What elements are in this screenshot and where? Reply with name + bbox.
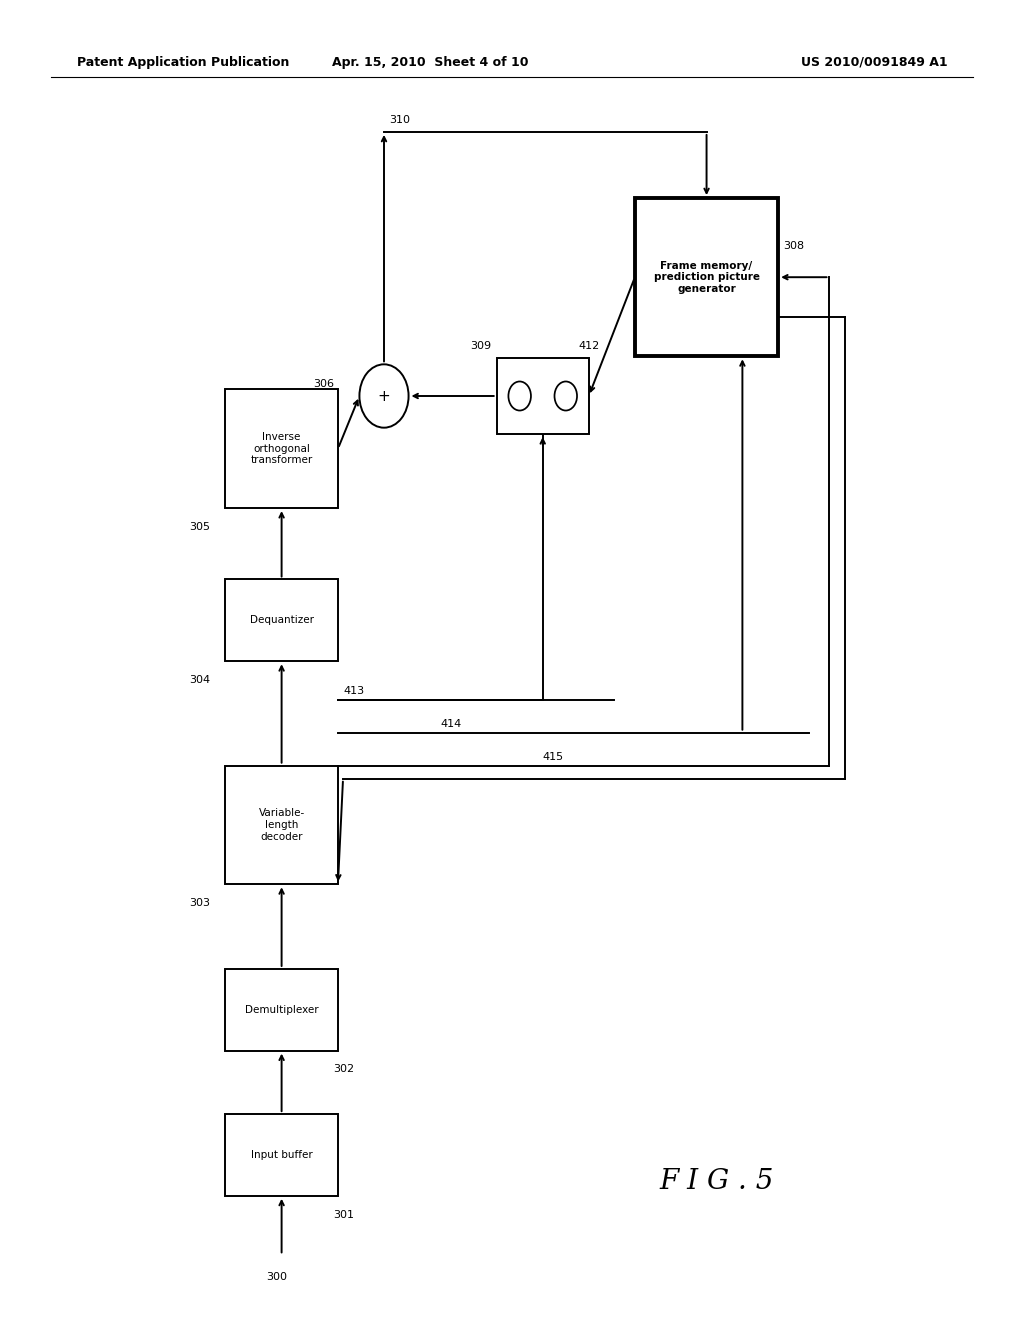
Text: Apr. 15, 2010  Sheet 4 of 10: Apr. 15, 2010 Sheet 4 of 10 xyxy=(332,55,528,69)
Text: Demultiplexer: Demultiplexer xyxy=(245,1005,318,1015)
Text: F I G . 5: F I G . 5 xyxy=(659,1168,774,1195)
Text: 309: 309 xyxy=(470,341,492,351)
Text: 303: 303 xyxy=(189,898,211,908)
Text: US 2010/0091849 A1: US 2010/0091849 A1 xyxy=(801,55,947,69)
Text: Input buffer: Input buffer xyxy=(251,1150,312,1160)
Text: Frame memory/
prediction picture
generator: Frame memory/ prediction picture generat… xyxy=(653,260,760,294)
Text: 414: 414 xyxy=(440,718,462,729)
Text: 305: 305 xyxy=(189,521,211,532)
Bar xyxy=(225,766,338,884)
Bar xyxy=(635,198,778,356)
Text: Patent Application Publication: Patent Application Publication xyxy=(77,55,289,69)
Bar xyxy=(225,389,338,508)
Text: Inverse
orthogonal
transformer: Inverse orthogonal transformer xyxy=(251,432,312,466)
Text: 302: 302 xyxy=(333,1064,354,1074)
Bar xyxy=(225,1114,338,1196)
Text: 300: 300 xyxy=(266,1271,288,1282)
Bar xyxy=(497,358,589,434)
Text: 413: 413 xyxy=(343,685,365,696)
Text: Dequantizer: Dequantizer xyxy=(250,615,313,626)
Text: 412: 412 xyxy=(579,341,600,351)
Text: Variable-
length
decoder: Variable- length decoder xyxy=(258,808,305,842)
Bar xyxy=(225,579,338,661)
Text: 306: 306 xyxy=(313,379,335,389)
Text: 304: 304 xyxy=(189,675,211,685)
Text: 415: 415 xyxy=(543,751,564,762)
Bar xyxy=(225,969,338,1051)
Text: 310: 310 xyxy=(389,115,411,125)
Text: 301: 301 xyxy=(333,1209,354,1220)
Text: +: + xyxy=(378,388,390,404)
Text: 308: 308 xyxy=(783,240,805,251)
